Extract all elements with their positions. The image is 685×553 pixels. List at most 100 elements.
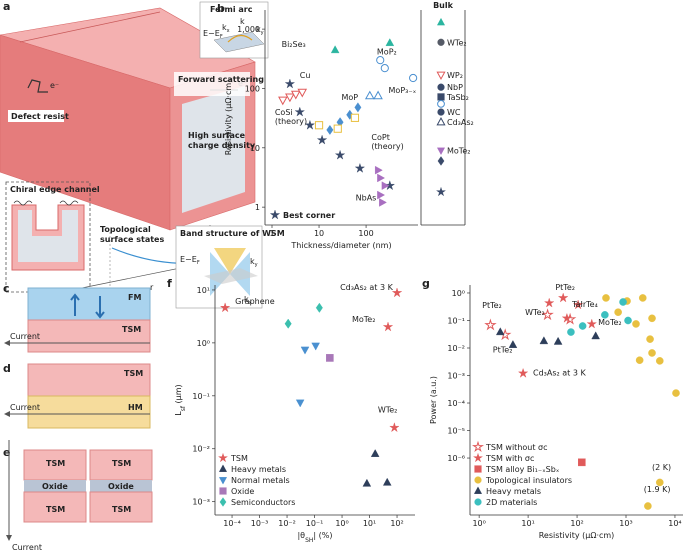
legend-marker: [473, 486, 483, 494]
y-tick-label: 10: [250, 144, 260, 153]
bulk-point: [436, 71, 446, 80]
point: [586, 318, 598, 329]
series-label: NbAs: [356, 193, 377, 202]
point: [370, 449, 380, 457]
y-axis-label: Resistivity (μΩ·cm): [224, 80, 233, 156]
point: [495, 327, 505, 336]
label: TSM: [122, 325, 141, 334]
legend-marker: [474, 498, 482, 506]
y-tick-label: 10⁻³: [447, 372, 465, 381]
x-tick-label: 10⁰: [335, 519, 348, 528]
x-tick-label: 10¹: [363, 519, 376, 528]
label: ky: [256, 25, 264, 36]
legend-label: 2D materials: [486, 498, 537, 507]
point: [316, 134, 328, 145]
x-tick-label: 10¹: [521, 519, 534, 528]
point: [391, 287, 403, 298]
x-tick-label: 10²: [570, 519, 583, 528]
groove: [19, 11, 161, 43]
annotation: WTe₂: [525, 308, 545, 317]
annotation: Cd₃As₂ at 3 K: [533, 369, 586, 378]
legend-label: Best corner: [283, 211, 335, 220]
defect-path: [27, 79, 48, 93]
layer-oxide: [24, 480, 86, 492]
panel-letter: a: [3, 0, 10, 13]
layer-tsm: [27, 363, 151, 397]
point: [624, 316, 632, 325]
point: [284, 78, 296, 89]
legend-marker: [218, 464, 228, 472]
legend-label: Heavy metals: [486, 487, 541, 496]
y-tick-label: 10⁻³: [192, 498, 210, 507]
layer-tsm: [23, 491, 87, 523]
label: FM: [128, 293, 141, 302]
bulk-label: NbP: [447, 83, 463, 92]
point: [354, 162, 366, 173]
point: [379, 198, 387, 207]
label: Current: [10, 403, 40, 412]
label: Band structure of WSM: [180, 229, 285, 238]
legend-label: TSM without σc: [485, 443, 548, 452]
bulk-point: [437, 108, 445, 116]
spin-arrows: [70, 293, 105, 319]
point: [314, 121, 324, 130]
bulk-point: [437, 156, 445, 166]
point: [333, 124, 342, 133]
point: [655, 357, 664, 365]
panel-letter: d: [3, 362, 11, 375]
annotation: (2 K): [652, 463, 671, 472]
channel-core: [18, 210, 78, 262]
label: TSM: [112, 459, 131, 468]
label: ky: [250, 257, 258, 268]
y-tick-label: 100: [245, 84, 260, 93]
point: [578, 458, 586, 467]
label: TSM: [46, 505, 65, 514]
series-label: CoPt (theory): [371, 133, 403, 151]
y-tick-label: 10⁻²: [192, 445, 210, 454]
label: TSM: [124, 369, 143, 378]
point: [635, 356, 644, 365]
series-label: MoP₂: [377, 48, 397, 57]
annotation: TaIrTe₄: [571, 300, 598, 309]
bulk-point: [437, 83, 445, 91]
bulk-point: [436, 17, 446, 26]
series-label: CoSi (theory): [275, 108, 307, 126]
label: High surface: [188, 131, 246, 140]
point: [381, 181, 390, 190]
x-tick-label: 10⁰: [472, 519, 485, 528]
annotation: Graphene: [235, 297, 275, 306]
point: [285, 93, 295, 103]
label: Topological: [100, 225, 151, 234]
point: [632, 320, 640, 328]
annotation: (1.9 K): [644, 485, 671, 494]
point: [334, 149, 346, 160]
x-axis-label: Resistivity (μΩ·cm): [539, 531, 615, 540]
x-tick-label: 10⁴: [668, 519, 681, 528]
point: [389, 422, 400, 433]
x-axis-label: |θSH| (%): [297, 531, 332, 544]
label: Chiral edge channel: [10, 185, 100, 194]
x-tick-label: 10: [314, 229, 324, 238]
point: [648, 314, 656, 323]
legend-marker: [217, 452, 229, 463]
annotation: PtTe₂: [555, 283, 575, 292]
layer-fm: [27, 287, 151, 321]
x-tick-label: 10⁻²: [278, 519, 296, 528]
x-tick-label: 10⁻³: [251, 519, 269, 528]
label: Current: [12, 543, 42, 552]
legend-label: TSM: [230, 454, 248, 463]
point: [373, 90, 383, 100]
label-box: [174, 72, 250, 96]
bulk-point: [437, 38, 445, 46]
label: e⁻: [50, 81, 59, 90]
point: [304, 119, 316, 130]
point: [294, 106, 306, 117]
cone: [214, 248, 246, 274]
y-tick-label: 10⁰: [197, 339, 210, 348]
label-box: [8, 110, 64, 122]
label: Forward scattering: [178, 75, 264, 84]
point: [375, 165, 383, 175]
y-axis-label: Power (a.u.): [429, 376, 438, 424]
panel-a: a Defect resist e⁻ e⁻ Forward scattering…: [0, 0, 285, 309]
